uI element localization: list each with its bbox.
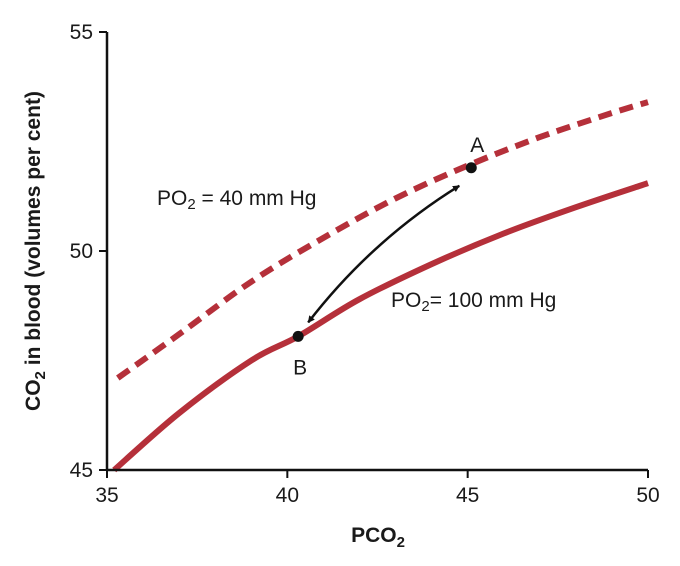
x-axis-title: PCO2 bbox=[351, 524, 405, 551]
legend-label-po2-100: PO2= 100 mm Hg bbox=[391, 289, 556, 315]
point-b bbox=[292, 330, 304, 342]
y-axis-title: CO2 in blood (volumes per cent) bbox=[22, 91, 49, 411]
series-line-po2-40 bbox=[116, 99, 649, 381]
y-tick-label: 50 bbox=[70, 240, 93, 263]
x-tick-label: 45 bbox=[456, 484, 479, 507]
y-tick-label: 55 bbox=[70, 21, 93, 44]
point-a bbox=[465, 162, 477, 174]
point-label-a: A bbox=[470, 134, 484, 157]
x-tick-label: 50 bbox=[636, 484, 659, 507]
x-tick-label: 40 bbox=[276, 484, 299, 507]
transition-arrow bbox=[307, 184, 460, 324]
point-label-b: B bbox=[293, 356, 307, 379]
x-tick-label: 35 bbox=[95, 484, 118, 507]
legend-label-po2-40: PO2 = 40 mm Hg bbox=[157, 187, 316, 213]
y-tick-label: 45 bbox=[70, 459, 93, 482]
